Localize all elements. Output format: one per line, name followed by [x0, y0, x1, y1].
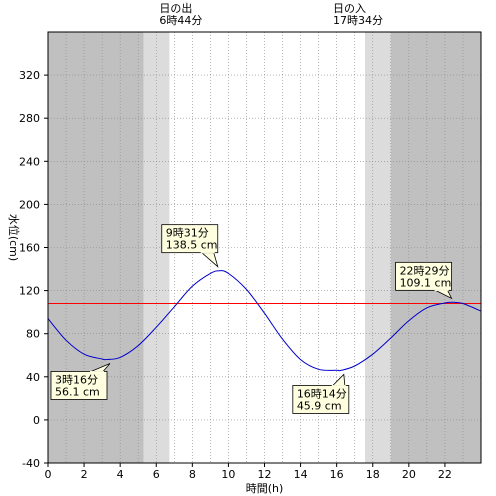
callout-value: 56.1 cm	[55, 385, 100, 398]
x-tick-label: 4	[117, 468, 124, 481]
x-tick-label: 20	[402, 468, 416, 481]
sunrise-time: 6時44分	[159, 14, 202, 27]
y-tick-label: 0	[33, 414, 40, 427]
x-tick-label: 18	[366, 468, 380, 481]
x-tick-label: 0	[45, 468, 52, 481]
y-axis-ticks: -40 0 40 80 120 160 200 240 280 320	[19, 69, 48, 470]
callout-seam	[200, 252, 215, 254]
callout-box	[50, 371, 108, 400]
y-tick-label: 320	[19, 69, 40, 82]
callout-value: 109.1 cm	[400, 276, 452, 289]
grid-lines	[48, 32, 481, 463]
callout-time: 22時29分	[400, 264, 450, 277]
y-tick-label: 280	[19, 112, 40, 125]
callout-time: 16時14分	[297, 387, 347, 400]
x-tick-label: 2	[81, 468, 88, 481]
x-axis-ticks: 0 2 4 6 8 10 12 14 16 18 20 22	[45, 463, 452, 481]
sunset-label: 日の入	[333, 2, 366, 15]
y-axis-label: 水位(cm)	[7, 214, 21, 261]
callout-value: 45.9 cm	[297, 399, 342, 412]
x-tick-label: 8	[189, 468, 196, 481]
callout-box	[395, 261, 452, 291]
callout-value: 138.5 cm	[166, 239, 218, 252]
twilight-band-evening	[364, 32, 391, 463]
x-tick-label: 16	[330, 468, 344, 481]
callout-seam	[331, 385, 346, 387]
callout-box	[161, 224, 219, 254]
x-tick-label: 12	[258, 468, 272, 481]
sunset-time: 17時34分	[333, 14, 383, 27]
callout-seam	[89, 371, 104, 373]
y-tick-label: -40	[22, 457, 40, 470]
y-tick-label: 240	[19, 155, 40, 168]
y-tick-label: 120	[19, 285, 40, 298]
sunrise-label: 日の出	[159, 1, 192, 15]
callout-time: 3時16分	[55, 373, 98, 386]
y-tick-label: 200	[19, 198, 40, 211]
y-tick-label: 80	[26, 328, 40, 341]
x-axis-label: 時間(h)	[246, 482, 284, 495]
x-tick-label: 10	[221, 468, 235, 481]
x-tick-label: 6	[153, 468, 160, 481]
callout-time: 9時31分	[166, 227, 209, 240]
callout-box	[292, 385, 350, 414]
tide-curve-series	[47, 270, 482, 372]
y-tick-label: 40	[26, 371, 40, 384]
y-tick-label: 160	[19, 242, 40, 255]
x-tick-label: 22	[438, 468, 452, 481]
x-tick-label: 14	[294, 468, 308, 481]
callout-seam	[434, 289, 449, 291]
